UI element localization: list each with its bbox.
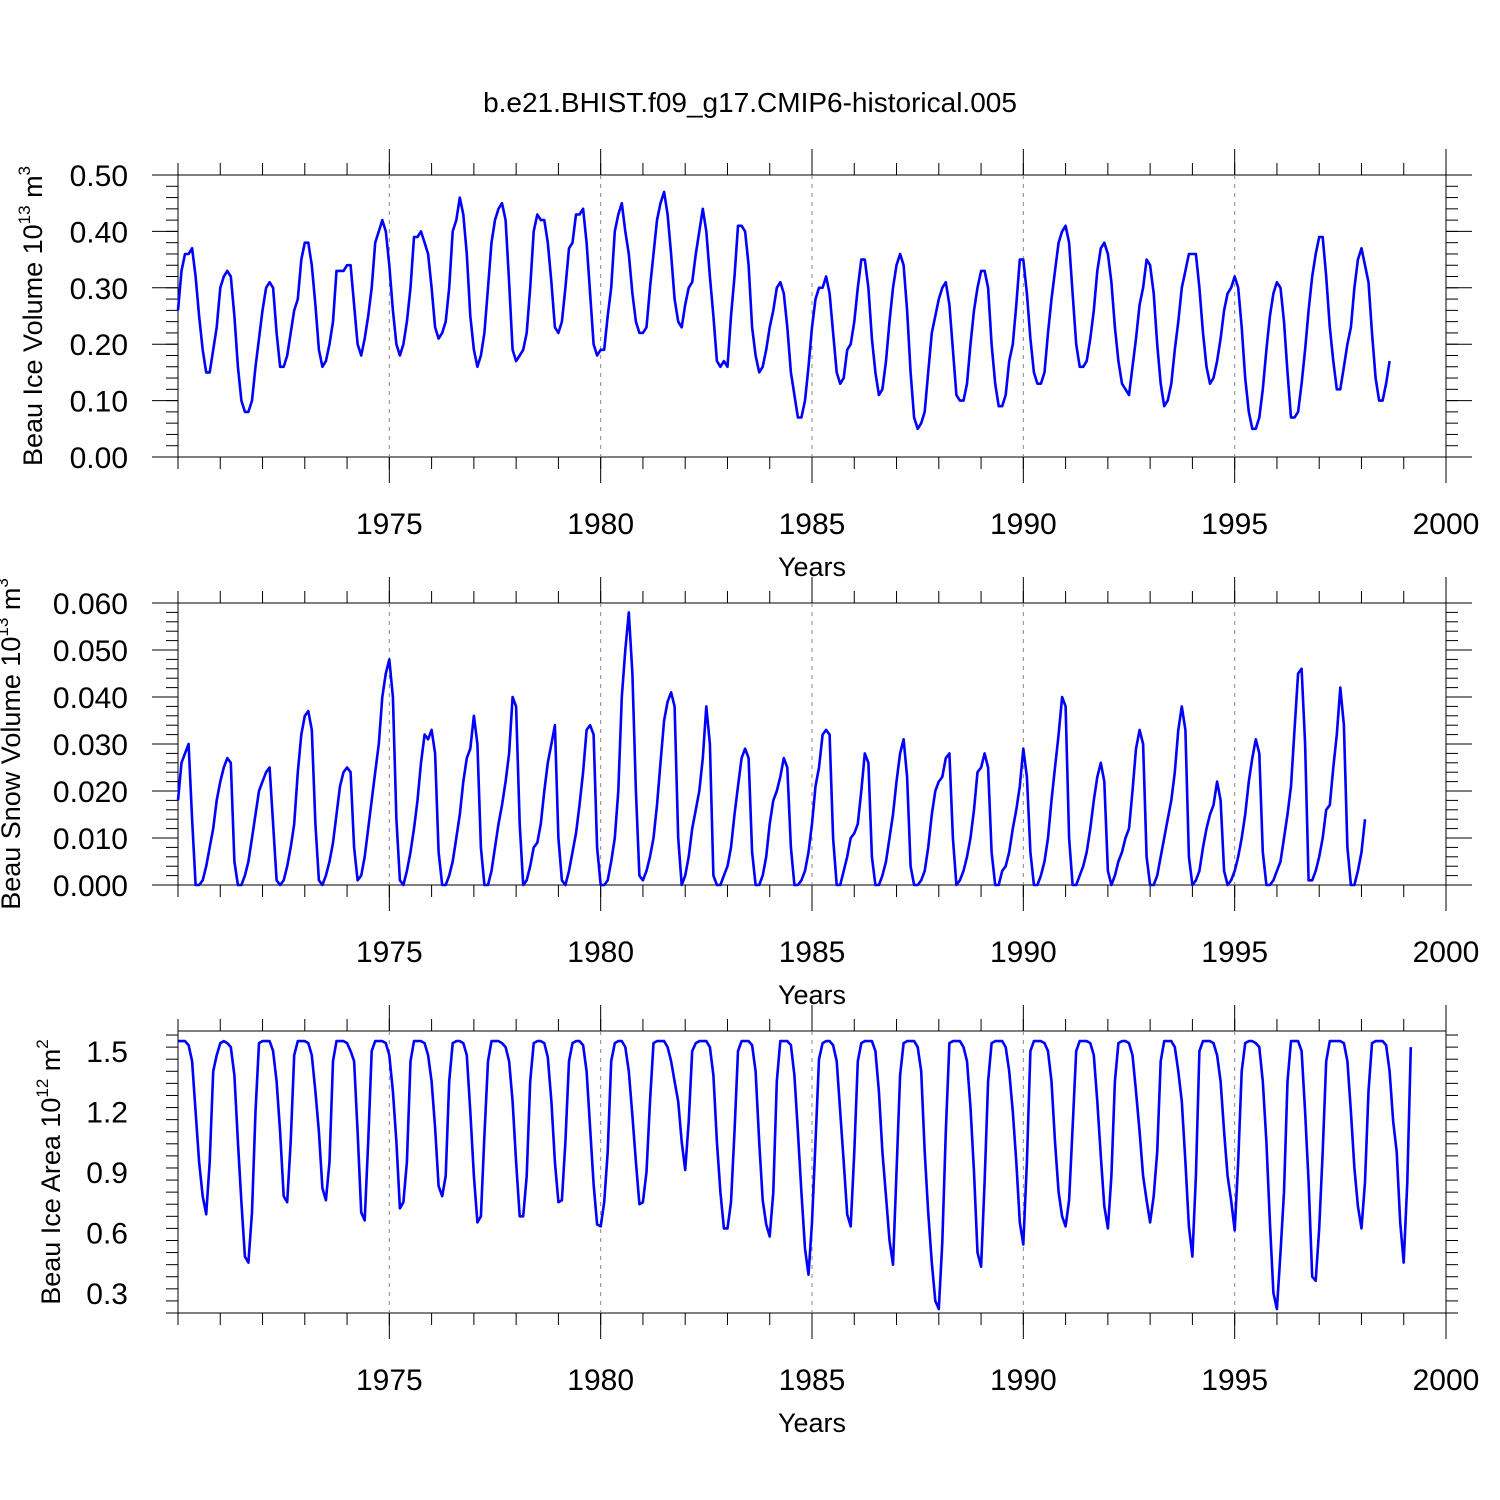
snow-volume-ytick-label: 0.010 xyxy=(53,823,128,856)
ice-area-ytick-label: 1.2 xyxy=(86,1097,128,1130)
ice-area-xtick-label: 2000 xyxy=(1413,1364,1480,1397)
ice-volume-xtick-label: 1980 xyxy=(567,508,634,541)
ice-volume-ytick-label: 0.50 xyxy=(70,160,128,193)
ice-volume-xtick-label: 1975 xyxy=(356,508,423,541)
snow-volume-xtick-label: 1990 xyxy=(990,936,1057,969)
ice-volume-ytick-label: 0.10 xyxy=(70,386,128,419)
ice-area-panel: 0.3 0.6 0.9 1.2 1.5 1975 1980 1985 1990 1995 2000 Y… xyxy=(33,1005,1479,1438)
snow-volume-ylabel: Beau Snow Volume 1013 m3 xyxy=(0,578,26,910)
ice-volume-xtick-label: 1995 xyxy=(1201,508,1268,541)
ice-volume-ylabel: Beau Ice Volume 1013 m3 xyxy=(15,166,48,466)
ice-area-ytick-label: 0.9 xyxy=(86,1157,128,1190)
snow-volume-series-line xyxy=(176,611,1367,887)
ice-area-xtick-label: 1985 xyxy=(779,1364,846,1397)
snow-volume-xtick-label: 2000 xyxy=(1413,936,1480,969)
ice-area-xtick-label: 1980 xyxy=(567,1364,634,1397)
ice-volume-xtick-label: 1990 xyxy=(990,508,1057,541)
snow-volume-ytick-label: 0.000 xyxy=(53,870,128,903)
ice-volume-ytick-label: 0.00 xyxy=(70,442,128,475)
ice-volume-ytick-label: 0.20 xyxy=(70,329,128,362)
snow-volume-ytick-label: 0.040 xyxy=(53,682,128,715)
snow-volume-xtick-label: 1975 xyxy=(356,936,423,969)
ice-area-ytick-label: 0.6 xyxy=(86,1217,128,1250)
snow-volume-ytick-label: 0.030 xyxy=(53,729,128,762)
snow-volume-ytick-label: 0.020 xyxy=(53,776,128,809)
snow-volume-xtick-label: 1980 xyxy=(567,936,634,969)
page-title: b.e21.BHIST.f09_g17.CMIP6-historical.005 xyxy=(483,87,1017,118)
ice-area-xlabel: Years xyxy=(778,1408,846,1438)
snow-volume-panel: 0.000 0.010 0.020 0.030 0.040 0.050 0.060 1975 1… xyxy=(0,577,1479,1010)
ice-volume-series-line xyxy=(176,190,1391,431)
ice-area-xtick-label: 1990 xyxy=(990,1364,1057,1397)
ice-area-ytick-label: 0.3 xyxy=(86,1278,128,1311)
ice-volume-xtick-label: 2000 xyxy=(1413,508,1480,541)
ice-area-ytick-label: 1.5 xyxy=(86,1036,128,1069)
snow-volume-ytick-label: 0.050 xyxy=(53,635,128,668)
ice-volume-xtick-label: 1985 xyxy=(779,508,846,541)
ice-area-xtick-label: 1995 xyxy=(1201,1364,1268,1397)
ice-volume-panel: 0.00 0.10 0.20 0.30 0.40 0.50 1975 1980 1985 1990… xyxy=(15,149,1479,582)
ice-volume-ytick-label: 0.30 xyxy=(70,273,128,306)
ice-area-ylabel: Beau Ice Area 1012 m2 xyxy=(33,1039,66,1305)
snow-volume-ytick-label: 0.060 xyxy=(53,588,128,621)
ice-area-series-line xyxy=(178,1039,1413,1311)
ice-volume-ytick-label: 0.40 xyxy=(70,216,128,249)
snow-volume-xtick-label: 1985 xyxy=(779,936,846,969)
snow-volume-xtick-label: 1995 xyxy=(1201,936,1268,969)
ice-area-xtick-label: 1975 xyxy=(356,1364,423,1397)
